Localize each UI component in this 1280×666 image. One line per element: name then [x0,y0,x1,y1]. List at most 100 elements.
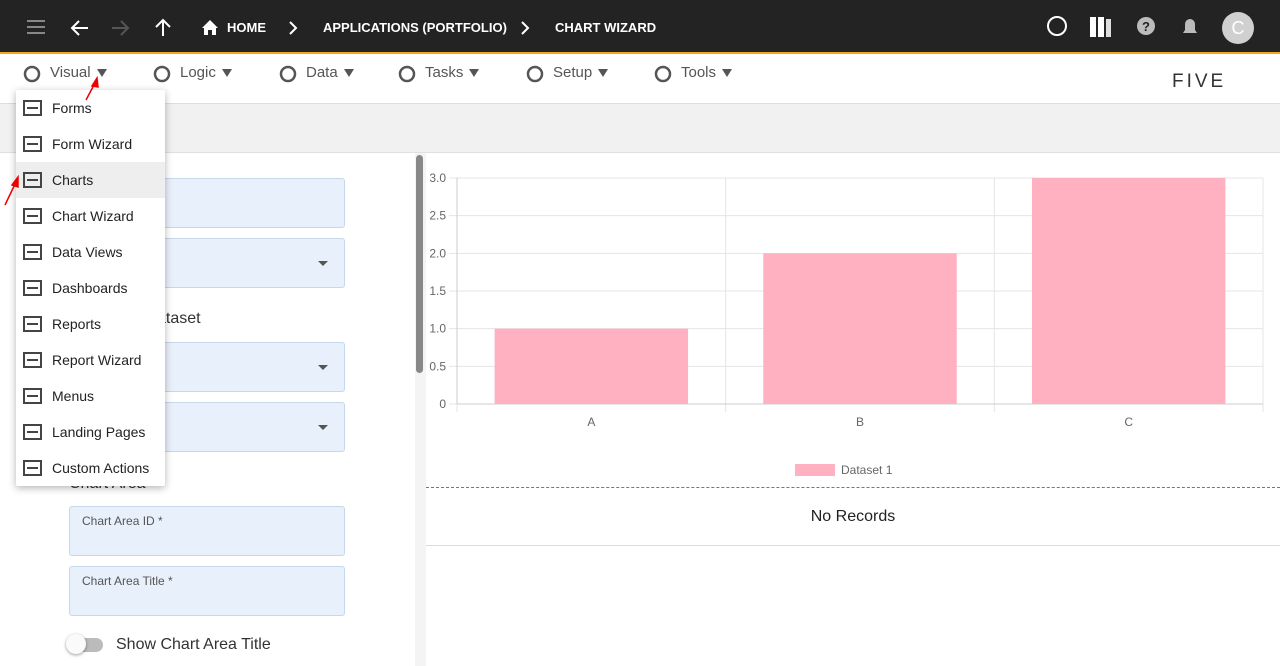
y-tick-label: 3.0 [429,171,446,185]
item-icon [23,172,42,188]
icon-shape [398,65,416,83]
icon-shape [23,352,42,368]
menu-icon [526,65,544,83]
top-bar: ? HOME APPLICATIONS (PORTFOLIO) CHART WI… [0,0,1280,54]
item-label: Form Wizard [52,136,133,152]
dropdown-item[interactable]: Charts [16,162,165,198]
dropdown-item[interactable]: Dashboards [16,270,165,306]
toolbar-strip [0,104,1280,153]
icon-shape [23,244,42,260]
toggle-label: Show Chart Area Title [116,636,271,653]
y-tick-label: 0 [439,397,446,411]
dropdown-item[interactable]: Landing Pages [16,414,165,450]
caret-shape [722,69,732,77]
chart: 0 0.5 1.0 1.5 2.0 2.5 3.0 A B C Dataset 1 [429,171,1264,477]
dropdown-item[interactable]: Report Wizard [16,342,165,378]
menu-icon [279,65,297,83]
item-label: Reports [52,316,102,332]
item-icon [23,280,42,296]
item-icon [23,460,42,476]
svg-text:?: ? [1142,19,1150,34]
icon-shape [279,65,297,83]
menu-label: Tools [681,64,717,81]
menu-label: Setup [553,64,593,81]
menu-label: Tasks [425,64,464,81]
input[interactable]: Chart Area Title * [69,566,345,616]
y-tick-label: 2.5 [429,209,446,223]
item-label: Chart Wizard [52,208,134,224]
icon-shape [23,424,42,440]
item-icon [23,136,42,152]
input[interactable]: Chart Area ID * [69,506,345,556]
section-heading: ataset [157,310,201,327]
icon-shape [23,316,42,332]
field-label: Chart Area Title * [82,574,173,588]
dropdown-item[interactable]: Chart Wizard [16,198,165,234]
breadcrumb[interactable]: HOME [227,20,266,35]
menu-label: Logic [180,64,216,81]
y-tick-label: 2.0 [429,246,446,260]
item-label: Landing Pages [52,424,146,440]
menu-label: Visual [50,64,91,81]
caret-shape [598,69,608,77]
item-icon [23,244,42,260]
legend-swatch [795,464,835,476]
logo: FIVE [1172,71,1227,92]
bar [1031,178,1226,404]
icon-shape [23,100,42,116]
item-icon [23,388,42,404]
caret-shape [344,69,354,77]
dropdown-item[interactable]: Form Wizard [16,126,165,162]
menu-label: Data [306,64,338,81]
menu-icon [153,65,171,83]
avatar[interactable]: C [1231,18,1245,38]
icon-shape [654,65,672,83]
item-icon [23,352,42,368]
menu-caret [222,69,232,77]
top-icons: ? [27,12,1254,44]
icon-shape [23,172,42,188]
x-tick-label: B [856,415,864,429]
menu-caret [722,69,732,77]
icon-shape [23,388,42,404]
caret-shape [97,69,107,77]
item-label: Custom Actions [52,460,150,476]
dropdown-item[interactable]: Forms [16,90,165,126]
icon-shape [23,280,42,296]
icon-shape [23,136,42,152]
y-tick-label: 0.5 [429,359,446,373]
menu-icon [398,65,416,83]
item-label: Report Wizard [52,352,142,368]
breadcrumb[interactable]: APPLICATIONS (PORTFOLIO) [323,20,507,35]
menu-caret [344,69,354,77]
breadcrumb: CHART WIZARD [555,20,657,35]
bar [494,328,689,404]
x-tick-label: C [1124,415,1133,429]
item-icon [23,316,42,332]
records: No Records [426,487,1280,546]
menu-icon [23,65,41,83]
scroll-thumb[interactable] [416,155,423,373]
menu-caret [469,69,479,77]
item-label: Charts [52,172,94,188]
dropdown-item[interactable]: Menus [16,378,165,414]
icon-shape [23,65,41,83]
dropdown-item[interactable]: Reports [16,306,165,342]
menu-caret [598,69,608,77]
dropdown-menu: Forms Form Wizard Charts Chart Wizard Data V… [16,90,165,486]
empty-text: No Records [810,508,896,525]
caret-shape [469,69,479,77]
bar [763,253,957,404]
icon-shape [153,65,171,83]
icon-shape [23,460,42,476]
item-icon [23,424,42,440]
scrollbar[interactable] [415,153,426,666]
dropdown-item[interactable]: Data Views [16,234,165,270]
field-label: Chart Area ID * [82,514,163,528]
legend-label: Dataset 1 [841,463,893,477]
dropdown-item[interactable]: Custom Actions [16,450,165,486]
item-label: Forms [52,100,92,116]
item-label: Data Views [52,244,123,260]
item-label: Dashboards [52,280,128,296]
